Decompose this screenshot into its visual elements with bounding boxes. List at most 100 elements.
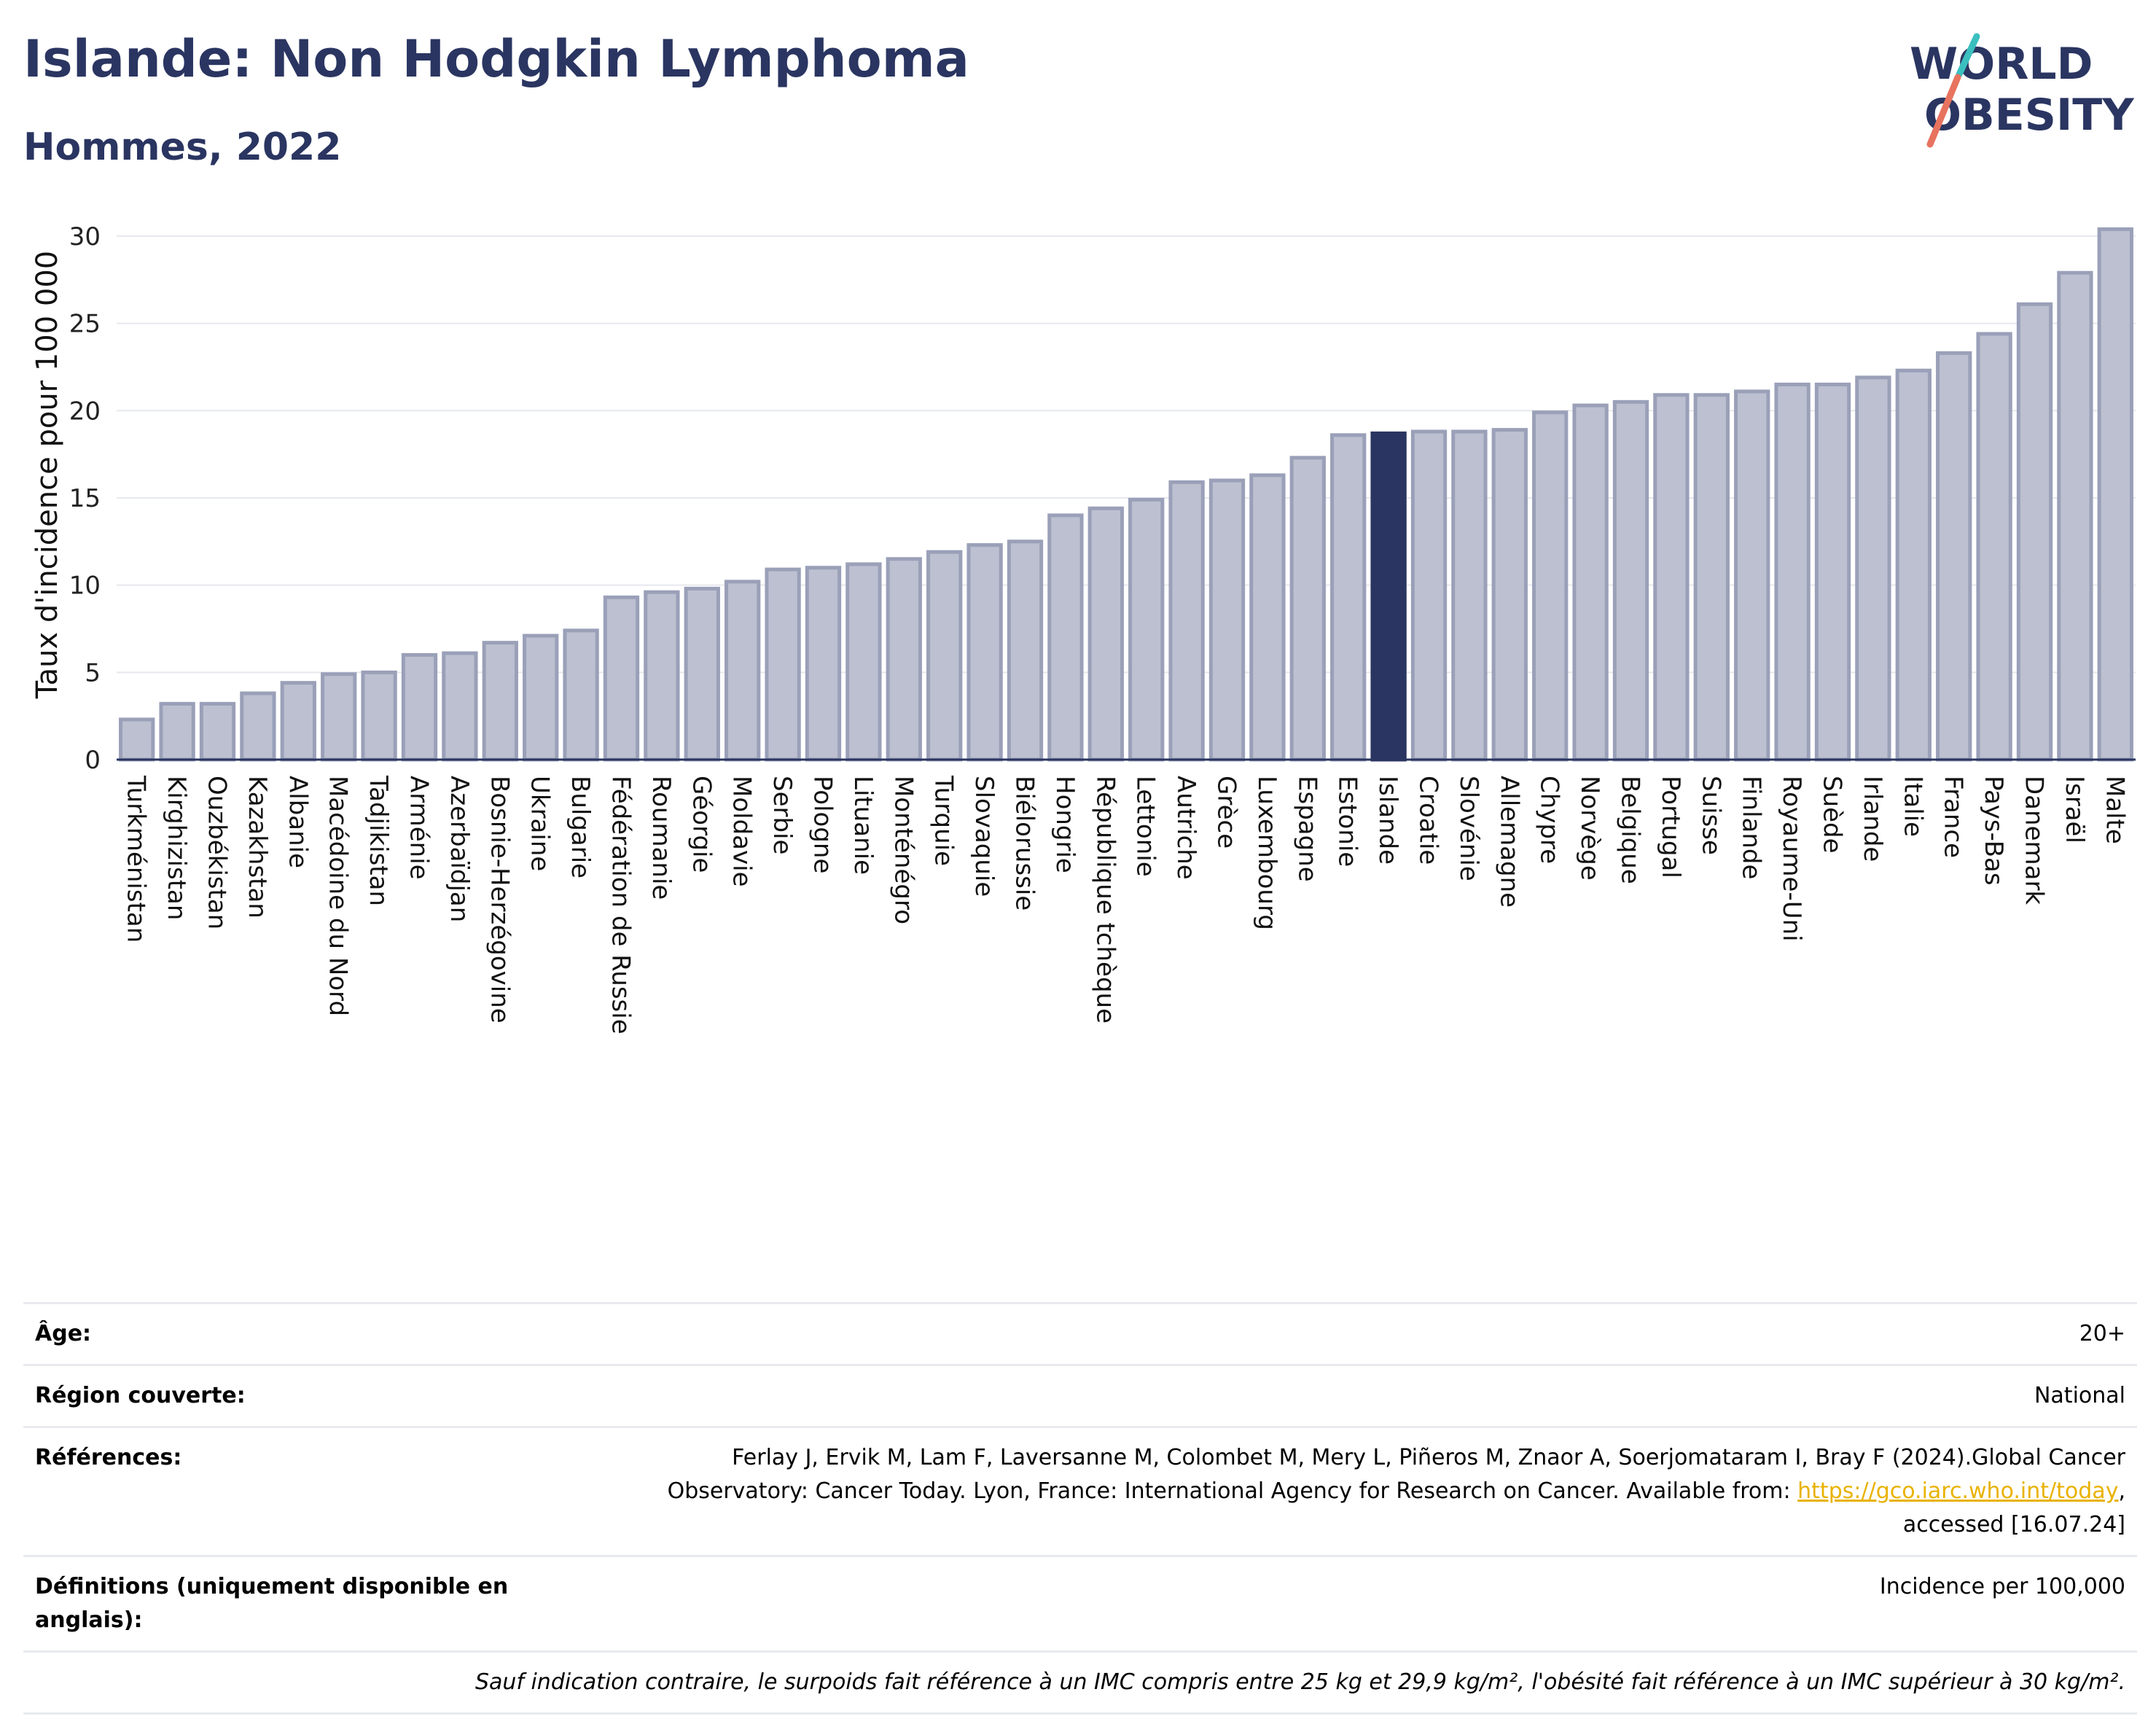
x-tick-label: Moldavie	[727, 776, 757, 887]
x-tick-label: France	[1939, 776, 1968, 858]
y-tick-label: 30	[69, 222, 101, 252]
info-table: Âge: 20+ Région couverte: National Référ…	[23, 1302, 2137, 1715]
x-tick-label: Italie	[1898, 776, 1927, 837]
bar	[1370, 431, 1407, 762]
x-tick-label: Grèce	[1212, 776, 1241, 849]
bar	[1774, 382, 1811, 762]
x-tick-label: Lettonie	[1131, 776, 1160, 877]
x-tick-label: République tchèque	[1090, 776, 1120, 1024]
bar	[886, 557, 922, 762]
x-tick-label: Danemark	[2020, 776, 2049, 905]
region-label: Région couverte:	[35, 1383, 246, 1408]
bar	[644, 590, 680, 762]
y-tick-label: 15	[69, 484, 101, 513]
bar	[966, 543, 1003, 762]
x-tick-label: Islande	[1373, 776, 1402, 865]
bar	[1936, 351, 1972, 762]
references-suffix: , accessed [16.07.24]	[1902, 1478, 2125, 1537]
x-tick-label: Luxembourg	[1252, 776, 1281, 930]
page-subtitle: Hommes, 2022	[23, 125, 342, 169]
x-tick-label: Lituanie	[848, 776, 878, 875]
info-row-references: Références: Ferlay J, Ervik M, Lam F, La…	[23, 1426, 2137, 1555]
info-row-note: Sauf indication contraire, le surpoids f…	[23, 1650, 2137, 1715]
x-tick-label: Suisse	[1696, 776, 1725, 855]
definitions-label: Définitions (uniquement disponible en an…	[35, 1574, 509, 1633]
bar	[1814, 382, 1851, 762]
x-tick-label: Estonie	[1333, 776, 1362, 867]
bar	[482, 641, 518, 762]
bar	[1532, 410, 1569, 762]
bar	[1572, 403, 1609, 762]
bar	[805, 566, 842, 762]
info-row-age: Âge: 20+	[23, 1302, 2137, 1364]
world-obesity-logo: WORLD OBESITY	[1910, 33, 2135, 148]
bar	[1249, 473, 1286, 762]
y-tick-label: 10	[69, 572, 101, 601]
references-text: Ferlay J, Ervik M, Lam F, Laversanne M, …	[667, 1445, 2125, 1504]
logo-text-obesity: OBESITY	[1924, 90, 2135, 141]
bar	[280, 681, 316, 762]
bar	[442, 651, 478, 762]
x-tick-label: Géorgie	[687, 776, 716, 873]
bar	[845, 562, 882, 762]
bar	[1410, 429, 1448, 762]
bar	[199, 701, 236, 762]
bar	[1976, 332, 2012, 762]
logo-text-world: WORLD	[1910, 39, 2093, 90]
x-tick-label: Bulgarie	[566, 776, 595, 878]
x-tick-label: Azerbaïdjan	[445, 776, 474, 922]
bar	[159, 701, 195, 762]
page-title: Islande: Non Hodgkin Lymphoma	[23, 29, 969, 89]
x-tick-label: Arménie	[405, 776, 434, 880]
bar	[1895, 368, 1932, 762]
x-tick-label: Suède	[1818, 776, 1847, 854]
x-tick-label: Hongrie	[1050, 776, 1079, 873]
references-label: Références:	[35, 1445, 182, 1470]
bar	[1007, 539, 1044, 762]
references-value: Ferlay J, Ervik M, Lam F, Laversanne M, …	[595, 1441, 2125, 1542]
x-tick-label: Chypre	[1535, 776, 1564, 864]
bar	[1855, 375, 1891, 762]
x-tick-label: Fédération de Russie	[606, 776, 636, 1034]
bar	[1693, 393, 1730, 762]
x-tick-label: Turkménistan	[122, 775, 151, 943]
x-tick-label: Portugal	[1656, 776, 1685, 878]
x-tick-label: Kazakhstan	[243, 776, 272, 919]
y-tick-label: 5	[85, 658, 101, 687]
x-tick-label: Slovénie	[1454, 776, 1483, 881]
x-tick-label: Tadjikistan	[364, 775, 393, 906]
info-row-region: Région couverte: National	[23, 1364, 2137, 1426]
bar	[119, 717, 155, 762]
x-tick-label: Ukraine	[526, 776, 555, 871]
logo-slash-bottom	[1926, 74, 1961, 148]
x-tick-label: Espagne	[1292, 776, 1321, 882]
x-tick-label: Finlande	[1737, 776, 1766, 879]
bar	[684, 586, 720, 762]
x-tick-label: Monténégro	[888, 776, 918, 924]
bar	[1734, 389, 1770, 762]
x-tick-label: Malte	[2100, 776, 2129, 844]
y-tick-label: 20	[69, 397, 101, 426]
bar	[1289, 456, 1326, 762]
x-tick-label: Ouzbékistan	[203, 776, 232, 929]
x-tick-label: Serbie	[768, 776, 797, 854]
bar	[321, 672, 357, 762]
bar	[1047, 513, 1084, 762]
x-tick-label: Norvège	[1575, 776, 1604, 881]
bar	[240, 691, 276, 762]
bar	[563, 628, 599, 762]
x-tick-label: Pologne	[808, 776, 837, 873]
x-tick-label: Allemagne	[1494, 776, 1523, 908]
references-link[interactable]: https://gco.iarc.who.int/today	[1797, 1478, 2119, 1504]
definitions-value: Incidence per 100,000	[1879, 1574, 2125, 1599]
y-axis-label: Taux d'incidence pour 100 000	[31, 251, 64, 699]
x-tick-label: Royaume-Uni	[1777, 776, 1806, 942]
x-tick-label: Albanie	[283, 776, 312, 868]
x-tick-label: Biélorussie	[1010, 776, 1039, 911]
x-tick-label: Macédoine du Nord	[324, 776, 353, 1016]
bar	[1168, 480, 1205, 762]
x-tick-label: Pays-Bas	[1979, 776, 2008, 886]
y-tick-label: 0	[85, 746, 101, 775]
x-tick-label: Croatie	[1414, 776, 1443, 865]
bar	[1128, 497, 1165, 762]
